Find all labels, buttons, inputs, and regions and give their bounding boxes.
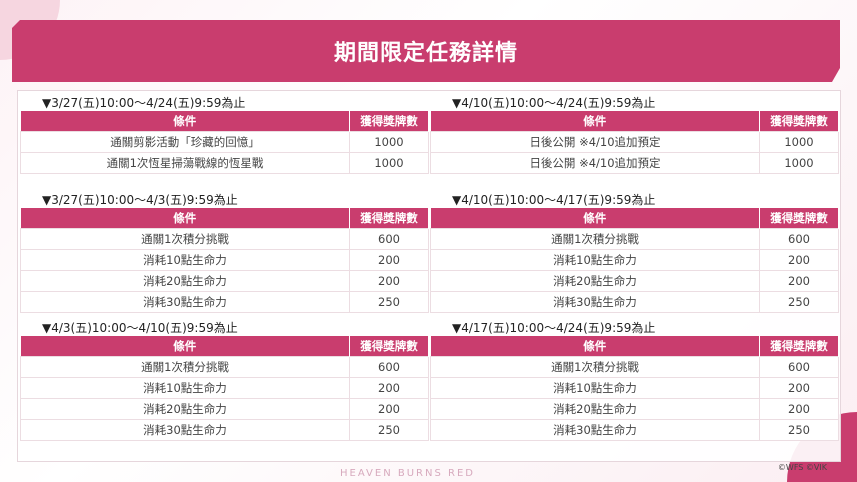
condition-cell: 日後公開 ※4/10追加預定 <box>430 130 760 153</box>
table-header: 條件 獲得獎牌數 <box>20 208 429 228</box>
table-header: 條件 獲得獎牌數 <box>430 208 839 228</box>
reward-cell: 1000 <box>349 151 429 174</box>
table-row: 消耗20點生命力 200 <box>430 269 839 292</box>
reward-cell: 1000 <box>759 130 839 153</box>
condition-cell: 消耗20點生命力 <box>430 269 760 292</box>
condition-cell: 消耗30點生命力 <box>430 418 760 441</box>
table-row: 通關1次積分挑戰 600 <box>20 227 429 250</box>
period-label: ▼4/3(五)10:00～4/10(五)9:59為止 <box>42 321 238 335</box>
header-reward: 獲得獎牌數 <box>759 111 839 131</box>
table-row: 消耗20點生命力 200 <box>20 269 429 292</box>
reward-cell: 250 <box>349 418 429 441</box>
period-label: ▼3/27(五)10:00～4/24(五)9:59為止 <box>42 96 246 110</box>
reward-table: 條件 獲得獎牌數 通關1次積分挑戰 600 消耗10點生命力 200 消耗20點生命力 200… <box>430 336 839 441</box>
reward-section: ▼4/17(五)10:00～4/24(五)9:59為止 條件 獲得獎牌數 通關1次積分… <box>430 321 839 441</box>
reward-table: 條件 獲得獎牌數 通關1次積分挑戰 600 消耗10點生命力 200 消耗20點生命力 200… <box>20 336 429 441</box>
header-condition: 條件 <box>430 208 760 228</box>
header-reward: 獲得獎牌數 <box>349 208 429 228</box>
header-condition: 條件 <box>20 111 350 131</box>
header-condition: 條件 <box>430 111 760 131</box>
table-row: 日後公開 ※4/10追加預定 1000 <box>430 151 839 174</box>
condition-cell: 通關剪影活動「珍藏的回憶」 <box>20 130 350 153</box>
table-row: 通關1次積分挑戰 600 <box>430 227 839 250</box>
condition-cell: 通關1次積分挑戰 <box>430 227 760 250</box>
reward-cell: 250 <box>759 418 839 441</box>
copyright: ©WFS ©VIK <box>777 463 827 472</box>
table-row: 日後公開 ※4/10追加預定 1000 <box>430 130 839 153</box>
condition-cell: 消耗10點生命力 <box>430 248 760 271</box>
table-row: 通關1次積分挑戰 600 <box>430 355 839 378</box>
table-row: 消耗30點生命力 250 <box>430 290 839 313</box>
page-title: 期間限定任務詳情 <box>12 20 840 82</box>
reward-cell: 600 <box>759 355 839 378</box>
reward-cell: 200 <box>349 269 429 292</box>
reward-cell: 200 <box>349 248 429 271</box>
period-label: ▼4/17(五)10:00～4/24(五)9:59為止 <box>452 321 656 335</box>
condition-cell: 消耗30點生命力 <box>20 290 350 313</box>
reward-cell: 200 <box>349 376 429 399</box>
header-reward: 獲得獎牌數 <box>349 111 429 131</box>
period-label: ▼4/10(五)10:00～4/24(五)9:59為止 <box>452 96 656 110</box>
reward-section: ▼4/10(五)10:00～4/17(五)9:59為止 條件 獲得獎牌數 通關1次積分… <box>430 193 839 313</box>
table-row: 消耗30點生命力 250 <box>430 418 839 441</box>
header-condition: 條件 <box>20 336 350 356</box>
reward-table: 條件 獲得獎牌數 通關1次積分挑戰 600 消耗10點生命力 200 消耗20點生命力 200… <box>20 208 429 313</box>
condition-cell: 消耗10點生命力 <box>20 376 350 399</box>
table-row: 通關1次積分挑戰 600 <box>20 355 429 378</box>
header-condition: 條件 <box>20 208 350 228</box>
condition-cell: 通關1次積分挑戰 <box>430 355 760 378</box>
reward-cell: 200 <box>759 248 839 271</box>
reward-cell: 200 <box>759 397 839 420</box>
condition-cell: 消耗20點生命力 <box>430 397 760 420</box>
reward-cell: 200 <box>759 376 839 399</box>
table-row: 消耗10點生命力 200 <box>430 248 839 271</box>
table-row: 消耗30點生命力 250 <box>20 290 429 313</box>
header-reward: 獲得獎牌數 <box>759 208 839 228</box>
reward-cell: 200 <box>759 269 839 292</box>
condition-cell: 消耗30點生命力 <box>20 418 350 441</box>
reward-cell: 600 <box>759 227 839 250</box>
table-row: 消耗10點生命力 200 <box>20 376 429 399</box>
reward-table: 條件 獲得獎牌數 通關1次積分挑戰 600 消耗10點生命力 200 消耗20點生命力 200… <box>430 208 839 313</box>
condition-cell: 日後公開 ※4/10追加預定 <box>430 151 760 174</box>
reward-section: ▼3/27(五)10:00～4/3(五)9:59為止 條件 獲得獎牌數 通關1次積分挑… <box>20 193 429 313</box>
table-row: 消耗30點生命力 250 <box>20 418 429 441</box>
period-label: ▼3/27(五)10:00～4/3(五)9:59為止 <box>42 193 238 207</box>
table-row: 消耗10點生命力 200 <box>430 376 839 399</box>
reward-section: ▼4/10(五)10:00～4/24(五)9:59為止 條件 獲得獎牌數 日後公開 ※… <box>430 96 839 174</box>
table-row: 通關1次恆星掃蕩戰線的恆星戰 1000 <box>20 151 429 174</box>
header-reward: 獲得獎牌數 <box>759 336 839 356</box>
table-row: 消耗10點生命力 200 <box>20 248 429 271</box>
header-condition: 條件 <box>430 336 760 356</box>
reward-cell: 250 <box>349 290 429 313</box>
condition-cell: 通關1次積分挑戰 <box>20 227 350 250</box>
table-header: 條件 獲得獎牌數 <box>430 336 839 356</box>
period-label: ▼4/10(五)10:00～4/17(五)9:59為止 <box>452 193 656 207</box>
reward-cell: 250 <box>759 290 839 313</box>
table-header: 條件 獲得獎牌數 <box>430 111 839 131</box>
footer-logo: HEAVEN BURNS RED <box>340 468 475 479</box>
table-row: 消耗20點生命力 200 <box>430 397 839 420</box>
table-header: 條件 獲得獎牌數 <box>20 336 429 356</box>
reward-cell: 1000 <box>349 130 429 153</box>
reward-section: ▼4/3(五)10:00～4/10(五)9:59為止 條件 獲得獎牌數 通關1次積分挑… <box>20 321 429 441</box>
reward-cell: 600 <box>349 227 429 250</box>
reward-cell: 600 <box>349 355 429 378</box>
reward-section: ▼3/27(五)10:00～4/24(五)9:59為止 條件 獲得獎牌數 通關剪影活動… <box>20 96 429 174</box>
condition-cell: 消耗10點生命力 <box>20 248 350 271</box>
reward-cell: 1000 <box>759 151 839 174</box>
table-row: 消耗20點生命力 200 <box>20 397 429 420</box>
condition-cell: 通關1次恆星掃蕩戰線的恆星戰 <box>20 151 350 174</box>
reward-table: 條件 獲得獎牌數 通關剪影活動「珍藏的回憶」 1000 通關1次恆星掃蕩戰線的恆星戰 10… <box>20 111 429 174</box>
table-header: 條件 獲得獎牌數 <box>20 111 429 131</box>
condition-cell: 消耗30點生命力 <box>430 290 760 313</box>
condition-cell: 消耗20點生命力 <box>20 397 350 420</box>
header-reward: 獲得獎牌數 <box>349 336 429 356</box>
condition-cell: 消耗10點生命力 <box>430 376 760 399</box>
reward-cell: 200 <box>349 397 429 420</box>
reward-table: 條件 獲得獎牌數 日後公開 ※4/10追加預定 1000 日後公開 ※4/10追加預定 1… <box>430 111 839 174</box>
condition-cell: 通關1次積分挑戰 <box>20 355 350 378</box>
condition-cell: 消耗20點生命力 <box>20 269 350 292</box>
table-row: 通關剪影活動「珍藏的回憶」 1000 <box>20 130 429 153</box>
